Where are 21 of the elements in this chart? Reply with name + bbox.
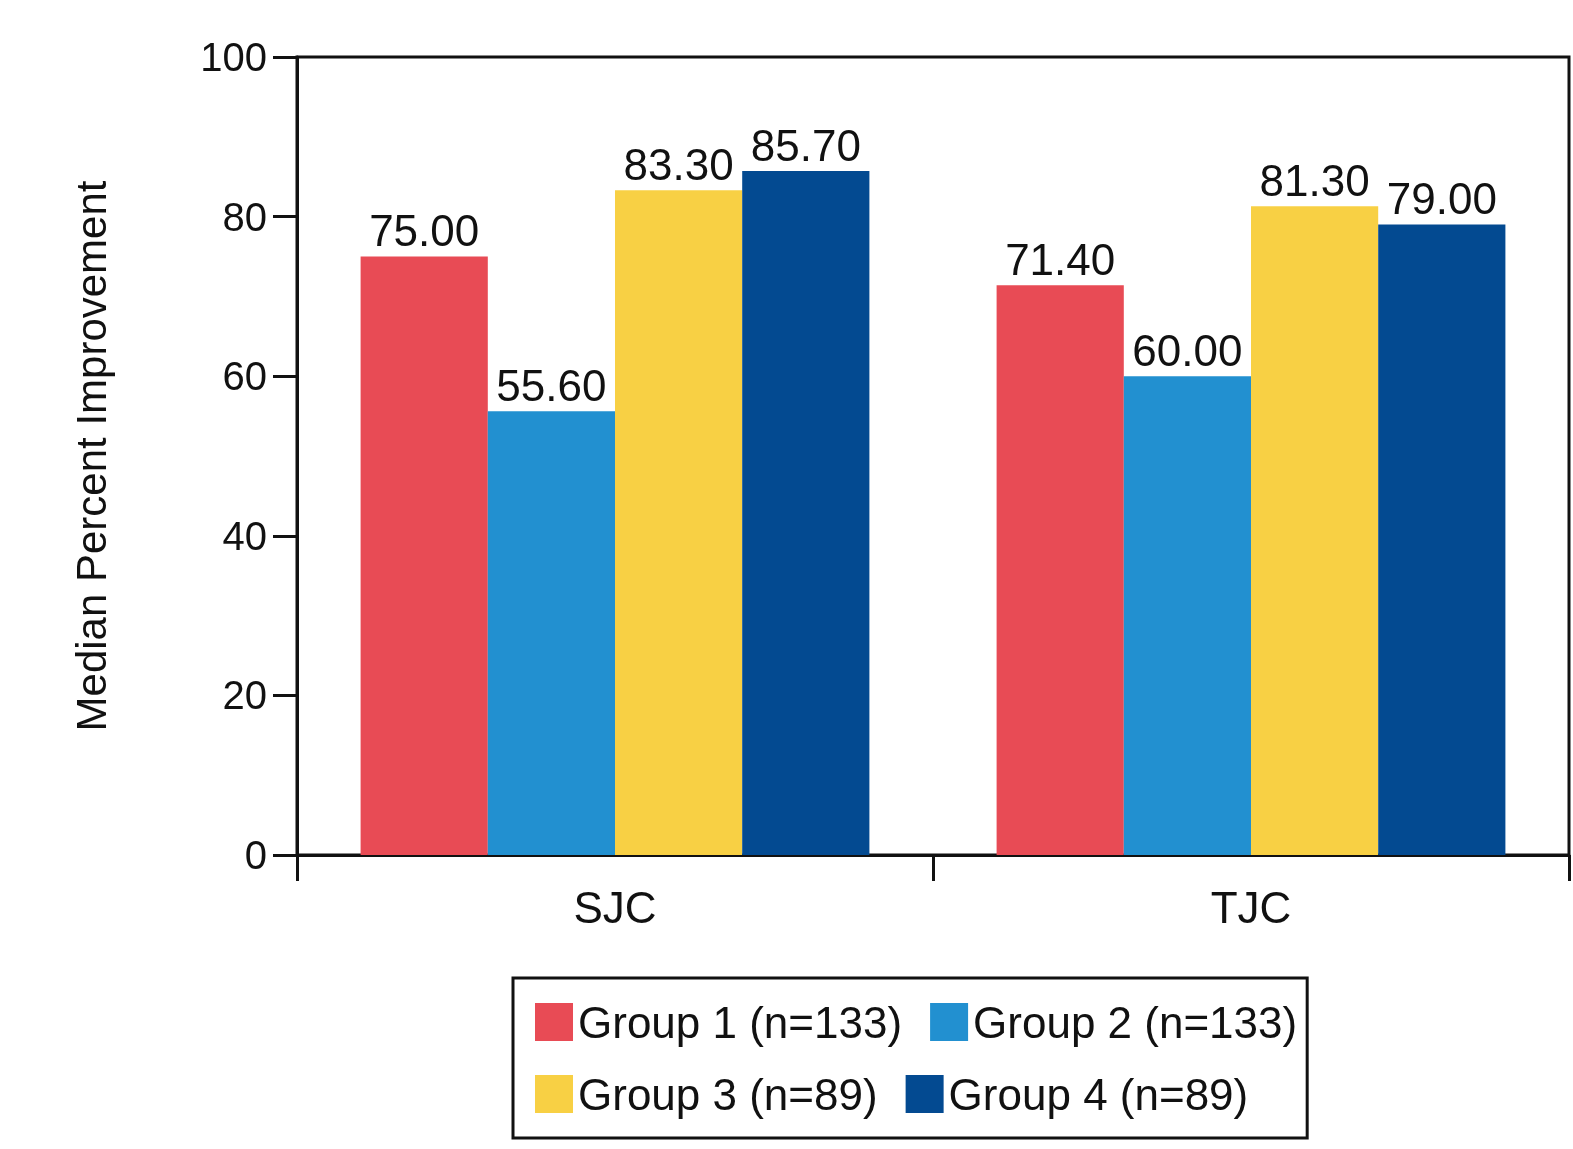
y-tick-label: 0 — [244, 833, 267, 877]
data-label: 55.60 — [496, 360, 607, 410]
data-label: 71.40 — [1005, 234, 1116, 284]
legend-label: Group 3 (n=89) — [578, 1069, 878, 1119]
data-label: 85.70 — [750, 120, 861, 170]
data-label: 83.30 — [623, 139, 734, 189]
y-tick-label: 20 — [222, 673, 267, 718]
x-tick-label: SJC — [573, 882, 657, 932]
data-label: 75.00 — [369, 206, 480, 255]
y-tick-label: 100 — [200, 35, 267, 79]
data-label: 60.00 — [1132, 325, 1243, 375]
x-tick-label: TJC — [1210, 882, 1292, 932]
y-tick-label: 80 — [222, 194, 267, 239]
y-tick-label: 40 — [222, 513, 267, 558]
legend-label: Group 1 (n=133) — [578, 997, 903, 1047]
legend-label: Group 2 (n=133) — [973, 997, 1298, 1047]
data-label: 81.30 — [1259, 155, 1370, 205]
data-label: 79.00 — [1386, 174, 1497, 224]
y-tick-label: 60 — [222, 354, 267, 399]
y-axis-title: Median Percent Improvement — [67, 180, 115, 732]
legend-label: Group 4 (n=89) — [948, 1069, 1249, 1119]
